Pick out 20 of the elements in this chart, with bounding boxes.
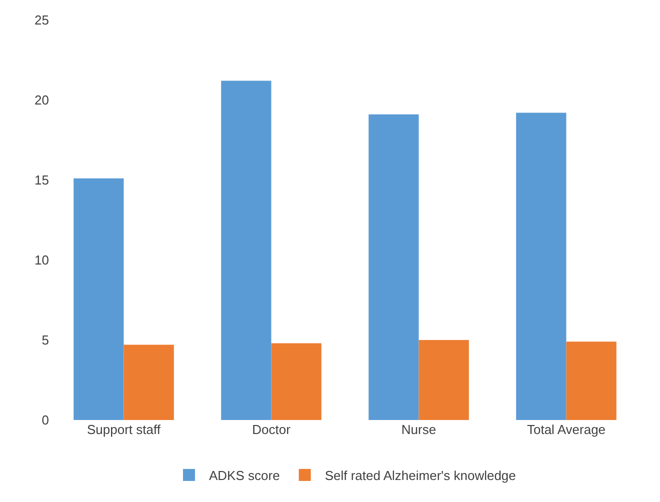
- bar: [418, 340, 469, 420]
- bar: [74, 178, 124, 420]
- legend-label: ADKS score: [209, 468, 280, 484]
- y-tick-label: 5: [42, 332, 49, 348]
- legend-label: Self rated Alzheimer's knowledge: [324, 468, 516, 484]
- x-tick-label: Nurse: [401, 422, 436, 437]
- bar: [566, 342, 616, 420]
- bar: [271, 343, 322, 420]
- y-tick-label: 15: [34, 172, 49, 188]
- bar: [368, 114, 419, 420]
- y-tick-label: 0: [42, 412, 49, 428]
- bar: [124, 344, 174, 420]
- y-tick-label: 10: [34, 252, 49, 268]
- y-tick-label: 25: [34, 12, 49, 28]
- bar: [221, 80, 272, 420]
- x-tick-label: Support staff: [87, 422, 161, 437]
- x-tick-label: Total Average: [526, 422, 606, 437]
- y-tick-label: 20: [34, 92, 49, 108]
- bar: [516, 112, 566, 420]
- x-tick-label: Doctor: [252, 422, 292, 437]
